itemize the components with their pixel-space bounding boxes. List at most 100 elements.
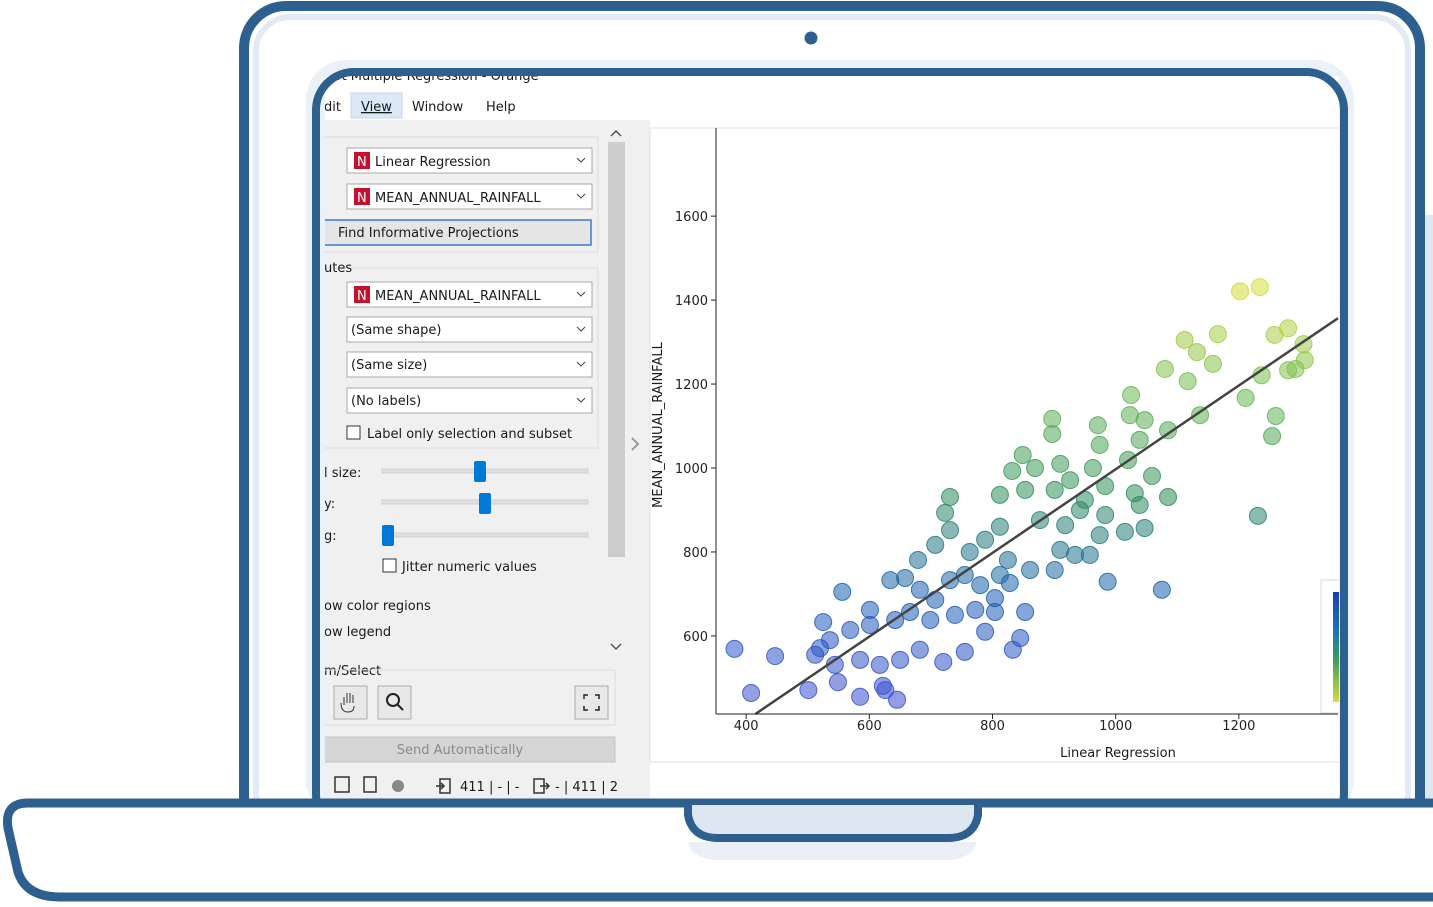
dropdown-text: (Same shape) <box>351 323 441 338</box>
point <box>1191 406 1210 425</box>
point <box>1098 572 1117 591</box>
slider-label: g: <box>324 529 337 544</box>
dropdown-box[interactable] <box>346 351 593 378</box>
point <box>891 650 910 669</box>
report-icon[interactable] <box>363 776 377 793</box>
point <box>888 690 907 709</box>
section-label: utes <box>324 261 352 276</box>
point <box>1279 319 1298 338</box>
slider-handle[interactable] <box>474 461 486 482</box>
point <box>1159 487 1178 506</box>
dropdown[interactable]: N MEAN_ANNUAL_RAINFALL <box>346 183 593 210</box>
point <box>742 684 761 703</box>
point <box>1130 495 1149 514</box>
slider-track <box>381 532 589 538</box>
status-input: 411 | - | - <box>460 780 520 795</box>
send-button[interactable] <box>322 736 616 763</box>
point <box>1122 385 1141 404</box>
output-icon <box>533 778 551 794</box>
checkbox[interactable] <box>382 558 397 573</box>
point <box>1056 516 1075 535</box>
point <box>1016 602 1035 621</box>
dropdown[interactable]: N MEAN_ANNUAL_RAINFALL <box>346 281 593 308</box>
chevron <box>576 361 586 367</box>
point <box>1115 522 1134 541</box>
scroll-thumb[interactable] <box>608 142 625 557</box>
dropdown-box[interactable] <box>346 183 593 210</box>
point <box>828 673 847 692</box>
zoom-button[interactable] <box>377 685 412 720</box>
dropdown-text: MEAN_ANNUAL_RAINFALL <box>375 289 541 304</box>
point <box>1143 466 1162 485</box>
button-text: Send Automatically <box>397 743 524 758</box>
point <box>921 610 940 629</box>
point <box>1066 545 1085 564</box>
point <box>1096 506 1115 525</box>
point <box>941 521 960 540</box>
point <box>1051 454 1070 473</box>
point <box>896 568 915 587</box>
group-box <box>325 136 599 253</box>
point <box>910 580 929 599</box>
point <box>766 647 785 666</box>
point <box>955 642 974 661</box>
x-tick-label: 400 <box>734 719 759 734</box>
point <box>1178 372 1197 391</box>
point <box>1159 421 1178 440</box>
badge <box>354 152 370 169</box>
point <box>936 503 955 522</box>
menu-highlight <box>350 92 403 119</box>
option-label: ow color regions <box>324 599 431 614</box>
slider-label: l size: <box>324 466 361 481</box>
reset-button[interactable] <box>574 685 609 720</box>
point <box>881 571 900 590</box>
menu-item[interactable]: Window <box>412 100 464 115</box>
scroll-down[interactable] <box>610 643 622 651</box>
dropdown-box[interactable] <box>346 316 593 343</box>
splitter-arrow[interactable] <box>631 437 640 451</box>
point <box>1026 459 1045 478</box>
chevron <box>576 326 586 332</box>
x-tick-label: 1200 <box>1222 719 1255 734</box>
point <box>1021 561 1040 580</box>
slider-handle[interactable] <box>479 493 491 514</box>
dropdown[interactable]: N Linear Regression <box>346 147 593 174</box>
y-tick-label: 1200 <box>675 378 708 393</box>
point <box>934 652 953 671</box>
menu-item[interactable]: View <box>361 100 392 115</box>
point <box>1061 471 1080 490</box>
button[interactable] <box>322 219 592 246</box>
checkbox[interactable] <box>346 425 361 440</box>
chevron <box>576 157 586 163</box>
badge-text: N <box>357 289 367 304</box>
point <box>926 590 945 609</box>
base-notch <box>684 805 982 842</box>
dropdown[interactable]: (No labels) <box>346 387 593 414</box>
y-tick-label: 600 <box>683 630 708 645</box>
y-tick-label: 800 <box>683 546 708 561</box>
slider-label: y: <box>324 497 335 512</box>
x-tick-label: 800 <box>980 719 1005 734</box>
dropdown-text: MEAN_ANNUAL_RAINFALL <box>375 191 541 206</box>
zoom-icon <box>386 693 400 707</box>
dropdown-box[interactable] <box>346 147 593 174</box>
scroll-up[interactable] <box>610 129 622 137</box>
save-icon[interactable] <box>334 776 350 793</box>
dropdown-box[interactable] <box>346 387 593 414</box>
menu-item[interactable]: Help <box>486 100 516 115</box>
button-text: Find Informative Projections <box>338 226 519 241</box>
point <box>976 530 995 549</box>
dropdown[interactable]: (Same shape) <box>346 316 593 343</box>
slider-handle[interactable] <box>382 525 394 546</box>
point <box>876 681 895 700</box>
help-icon[interactable] <box>392 780 404 792</box>
menu-item[interactable]: dit <box>324 100 341 115</box>
x-axis-title: Linear Regression <box>1060 746 1176 761</box>
dropdown-box[interactable] <box>346 281 593 308</box>
badge <box>354 286 370 303</box>
point <box>1266 406 1285 425</box>
dropdown[interactable]: (Same size) <box>346 351 593 378</box>
point <box>860 600 879 619</box>
dropdown-text: (Same size) <box>351 358 427 373</box>
point <box>955 566 974 585</box>
